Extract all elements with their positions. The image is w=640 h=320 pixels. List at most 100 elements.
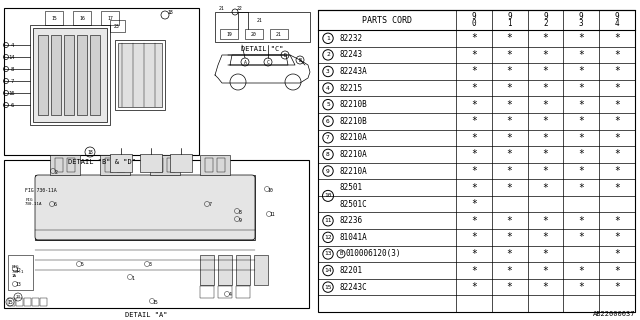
Text: DETAIL "A": DETAIL "A" <box>125 312 168 318</box>
Text: 16: 16 <box>9 91 15 95</box>
Text: 9
4: 9 4 <box>615 12 620 28</box>
Text: 18: 18 <box>87 149 93 155</box>
Text: *: * <box>579 183 584 193</box>
Text: *: * <box>579 232 584 242</box>
Text: 6: 6 <box>54 203 56 207</box>
Text: 8: 8 <box>10 67 13 71</box>
Text: *: * <box>543 183 548 193</box>
Text: 9: 9 <box>326 169 330 173</box>
Text: *: * <box>579 282 584 292</box>
Text: 82501: 82501 <box>340 183 363 192</box>
Text: *: * <box>507 116 513 126</box>
Text: 4: 4 <box>228 292 232 298</box>
Bar <box>155 158 163 172</box>
Text: 15: 15 <box>152 300 158 305</box>
Bar <box>140 154 162 172</box>
Bar <box>200 255 214 285</box>
Text: *: * <box>471 216 477 226</box>
Text: 11: 11 <box>269 212 275 218</box>
Text: *: * <box>614 166 620 176</box>
Text: *: * <box>614 83 620 93</box>
Text: *: * <box>614 33 620 43</box>
Text: *: * <box>543 266 548 276</box>
Text: *: * <box>471 249 477 259</box>
Text: *: * <box>507 33 513 43</box>
Text: 7: 7 <box>326 135 330 140</box>
Text: *: * <box>507 50 513 60</box>
Text: *: * <box>471 133 477 143</box>
Text: *: * <box>614 232 620 242</box>
Text: *: * <box>579 266 584 276</box>
Text: B: B <box>299 58 301 62</box>
Bar <box>64 35 74 115</box>
Bar <box>45 11 63 25</box>
Text: 21: 21 <box>276 31 282 36</box>
Text: *: * <box>579 67 584 76</box>
Text: 9: 9 <box>239 218 241 222</box>
Text: *: * <box>507 67 513 76</box>
Text: 15: 15 <box>51 15 57 20</box>
Text: *: * <box>471 282 477 292</box>
Text: *: * <box>507 100 513 110</box>
Text: *: * <box>471 166 477 176</box>
Text: 6: 6 <box>10 102 13 108</box>
Text: 11: 11 <box>324 218 332 223</box>
Text: FIG
730-11A: FIG 730-11A <box>25 198 42 206</box>
Text: *: * <box>543 232 548 242</box>
Text: 14: 14 <box>324 268 332 273</box>
Bar <box>318 10 635 312</box>
Bar <box>105 158 113 172</box>
Text: *: * <box>507 216 513 226</box>
Text: 1: 1 <box>132 276 134 281</box>
Text: 2: 2 <box>54 170 58 174</box>
Text: 82215: 82215 <box>340 84 363 92</box>
Text: FIG
730-1
1A: FIG 730-1 1A <box>12 265 24 278</box>
Text: *: * <box>471 199 477 209</box>
Text: 13: 13 <box>324 252 332 256</box>
Text: 5: 5 <box>81 262 83 268</box>
Bar <box>215 12 310 42</box>
Bar <box>4 8 199 155</box>
Text: *: * <box>543 149 548 159</box>
Bar <box>118 43 162 107</box>
Text: 4: 4 <box>10 43 13 47</box>
Text: 7: 7 <box>209 203 211 207</box>
Bar <box>167 158 175 172</box>
Bar <box>150 155 180 175</box>
Bar <box>270 29 288 39</box>
Text: *: * <box>543 100 548 110</box>
Text: DETAIL "B" & "D": DETAIL "B" & "D" <box>67 159 136 165</box>
Bar <box>67 158 75 172</box>
Text: 82243A: 82243A <box>340 67 368 76</box>
Text: 21: 21 <box>257 18 263 22</box>
Text: *: * <box>543 116 548 126</box>
Text: 010006120(3): 010006120(3) <box>346 250 401 259</box>
Bar <box>101 11 119 25</box>
Text: 82210A: 82210A <box>340 150 368 159</box>
Bar <box>236 255 250 285</box>
Bar <box>55 158 63 172</box>
Bar <box>205 158 213 172</box>
Text: *: * <box>614 216 620 226</box>
Text: FIG 730-11A: FIG 730-11A <box>25 188 56 193</box>
Text: 9
1: 9 1 <box>508 12 512 28</box>
Text: *: * <box>507 166 513 176</box>
Text: 15: 15 <box>324 284 332 290</box>
Text: *: * <box>471 232 477 242</box>
Text: 82232: 82232 <box>340 34 363 43</box>
Text: 82210A: 82210A <box>340 166 368 175</box>
Text: *: * <box>543 282 548 292</box>
Text: *: * <box>543 33 548 43</box>
Bar <box>217 158 225 172</box>
Text: 16: 16 <box>79 15 85 20</box>
Bar <box>100 155 130 175</box>
Bar <box>200 155 230 175</box>
Bar <box>115 40 165 110</box>
Text: *: * <box>543 166 548 176</box>
Text: *: * <box>471 50 477 60</box>
Text: *: * <box>614 149 620 159</box>
Text: 82501C: 82501C <box>340 200 368 209</box>
Text: 5: 5 <box>326 102 330 107</box>
Bar <box>30 25 110 125</box>
Text: *: * <box>507 149 513 159</box>
